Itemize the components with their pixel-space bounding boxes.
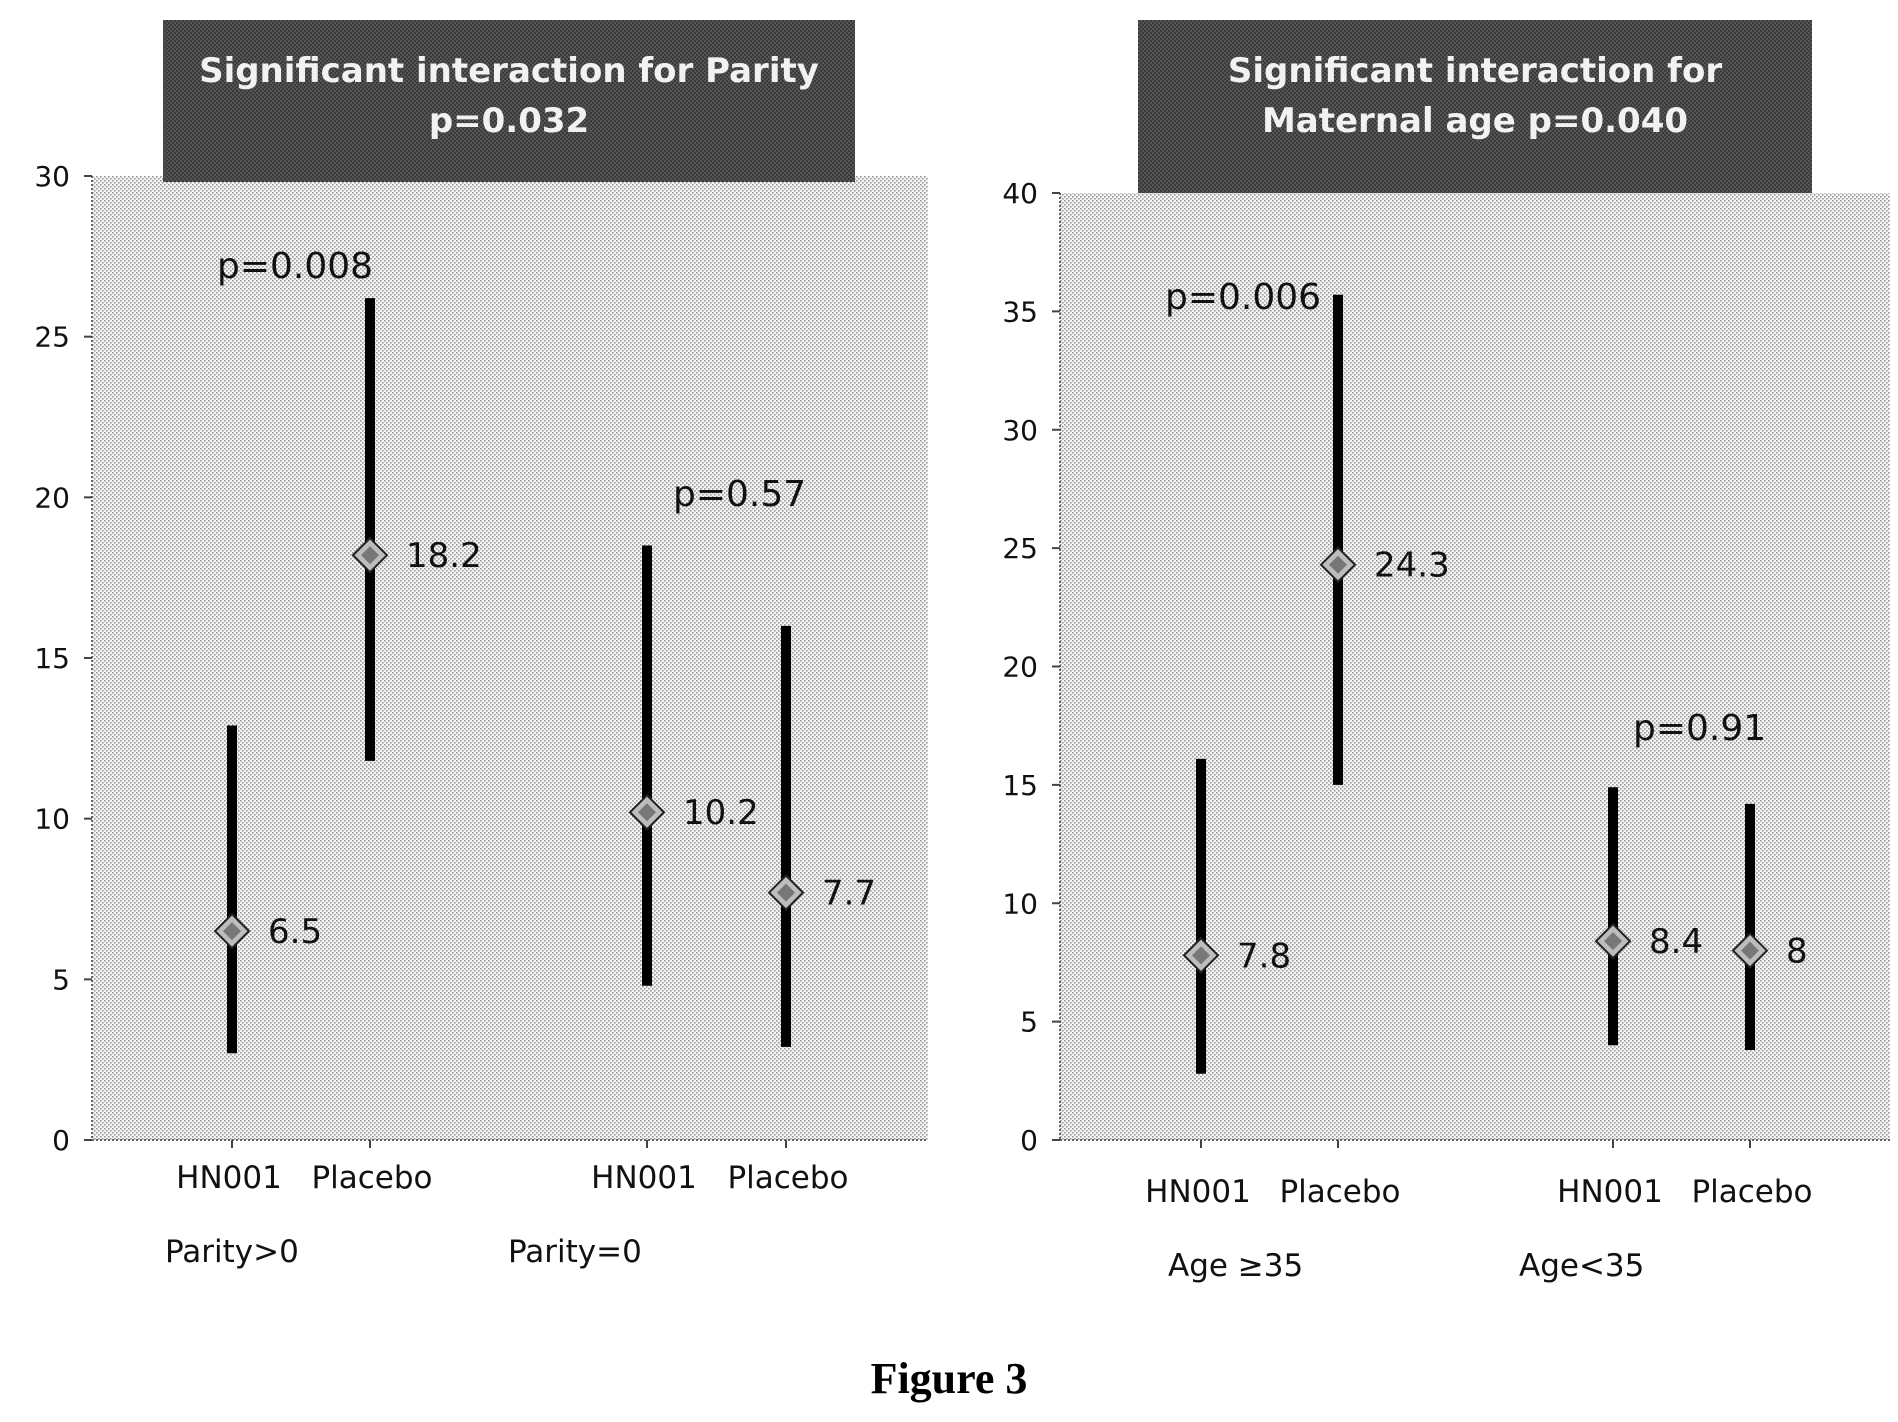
parity-chart: 0 5 10 15 20 25 30 Significant interaction for … <box>34 20 928 1270</box>
plot-area <box>1060 193 1890 1140</box>
x-group-label: Parity>0 <box>165 1234 299 1270</box>
title-box <box>163 20 855 182</box>
data-label: 24.3 <box>1374 546 1450 586</box>
title-box <box>1138 20 1812 193</box>
mean-point-marker-inner <box>361 546 379 565</box>
chart-title-line: Significant interaction for <box>1228 51 1722 91</box>
mean-point-marker-inner <box>223 922 241 941</box>
x-category-label: Placebo <box>727 1160 848 1196</box>
chart-title-line: Significant interaction for Parity <box>199 51 819 91</box>
data-label: 7.7 <box>822 874 876 914</box>
y-tick-label: 20 <box>34 481 70 514</box>
y-tick-label: 40 <box>1002 177 1038 210</box>
x-category-label: Placebo <box>311 1160 432 1196</box>
y-tick-label: 30 <box>34 160 70 193</box>
y-tick-label: 10 <box>34 803 70 836</box>
p-value-annotation: p=0.006 <box>1165 277 1321 318</box>
p-value-annotation: p=0.008 <box>217 246 373 287</box>
y-tick-label: 15 <box>1002 769 1038 802</box>
mean-point-marker-inner <box>1192 946 1210 965</box>
x-group-label: Parity=0 <box>508 1234 642 1270</box>
x-category-label: Placebo <box>1279 1174 1400 1210</box>
y-tick-label: 20 <box>1002 651 1038 684</box>
figure-caption: Figure 3 <box>871 1354 1028 1403</box>
mean-point-marker-inner <box>1741 941 1759 960</box>
x-group-label: Age ≥35 <box>1168 1248 1303 1284</box>
data-label: 6.5 <box>268 912 322 952</box>
y-tick-label: 30 <box>1002 414 1038 447</box>
p-value-annotation: p=0.57 <box>673 474 806 515</box>
y-tick-label: 5 <box>1020 1006 1038 1039</box>
plot-area <box>92 176 928 1140</box>
mean-point-marker-inner <box>638 803 656 822</box>
x-category-label: Placebo <box>1691 1174 1812 1210</box>
mean-point-marker-inner <box>1604 932 1622 951</box>
y-tick-label: 15 <box>34 642 70 675</box>
data-label: 7.8 <box>1237 936 1291 976</box>
y-tick-label: 10 <box>1002 887 1038 920</box>
data-label: 10.2 <box>683 793 759 833</box>
y-tick-label: 0 <box>1020 1124 1038 1157</box>
y-tick-label: 5 <box>52 963 70 996</box>
chart-title-line: Maternal age p=0.040 <box>1262 101 1688 141</box>
mean-point-marker-inner <box>777 883 795 902</box>
y-tick-label: 35 <box>1002 295 1038 328</box>
mean-point-marker-inner <box>1329 555 1347 574</box>
p-value-annotation: p=0.91 <box>1633 708 1766 749</box>
data-label: 8 <box>1786 932 1808 972</box>
chart-title-line: p=0.032 <box>429 101 589 141</box>
x-category-label: HN001 <box>591 1160 697 1196</box>
y-tick-label: 25 <box>34 321 70 354</box>
y-tick-label: 0 <box>52 1124 70 1157</box>
x-group-label: Age<35 <box>1519 1248 1644 1284</box>
maternal-age-chart: 0 5 10 15 20 25 30 35 40 Significant interaction … <box>1002 20 1890 1284</box>
data-label: 18.2 <box>406 536 482 576</box>
x-category-label: HN001 <box>1145 1174 1251 1210</box>
data-label: 8.4 <box>1649 922 1703 962</box>
y-tick-label: 25 <box>1002 532 1038 565</box>
x-category-label: HN001 <box>176 1160 282 1196</box>
x-category-label: HN001 <box>1557 1174 1663 1210</box>
